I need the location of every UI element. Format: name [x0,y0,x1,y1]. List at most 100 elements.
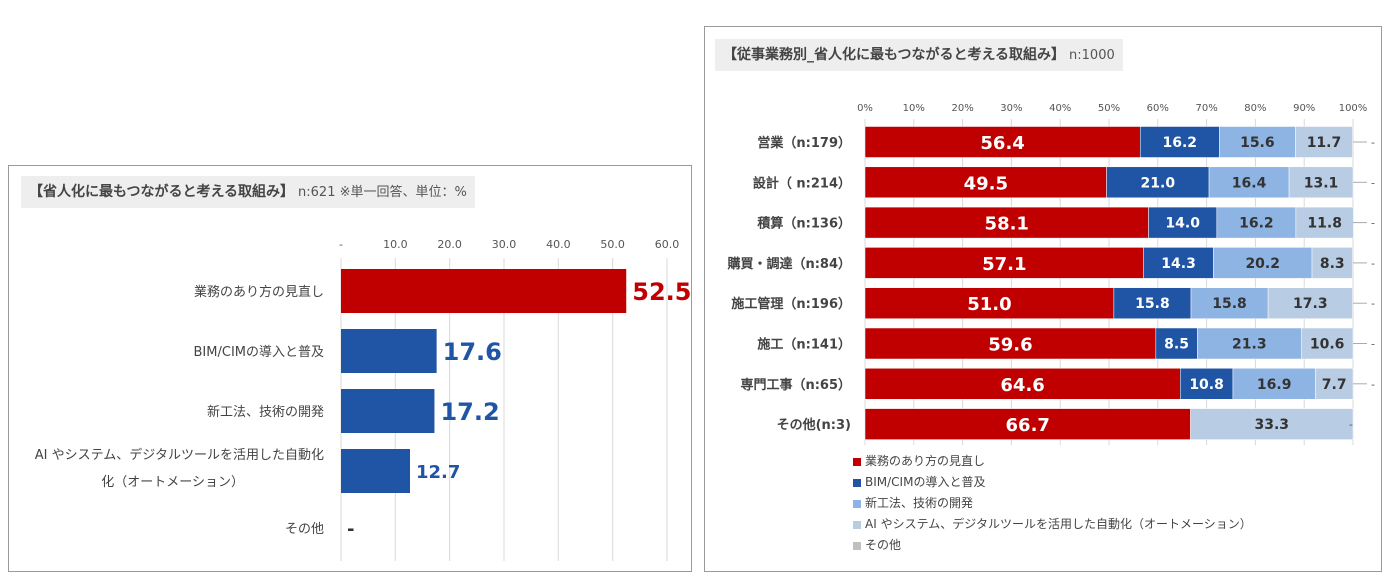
category-label: 積算（n:136） [756,216,851,232]
data-label: 10.8 [1189,377,1224,393]
data-label: 56.4 [980,133,1024,154]
data-label: 15.8 [1135,296,1170,312]
data-label: 66.7 [1006,415,1050,436]
data-label: 16.2 [1239,216,1274,232]
bar-segment [1295,126,1353,158]
other-value-label: - [1371,217,1375,230]
by-role-chart-title-box: 【従事業務別_省人化に最もつながると考える取組み】 n:1000 [715,39,1123,71]
data-label: 16.2 [1162,135,1197,151]
data-label: 33.3 [1254,417,1289,433]
category-label: 化（オートメーション） [101,475,244,490]
data-label: 52.5 [632,278,691,306]
data-label: - [347,519,354,540]
bar-segment [1208,166,1290,199]
legend-swatch [853,541,861,550]
data-label: 59.6 [988,335,1032,356]
by-role-chart-panel: 【従事業務別_省人化に最もつながると考える取組み】 n:1000 0% 10% 20%… [704,26,1382,572]
overall-bar-chart: - 10.0 20.0 30.0 40.0 50.0 60.0 業務のあり方の見直し 52.5 B… [35,238,691,561]
bar-segment [864,206,1149,239]
bar-segment [1301,327,1354,360]
category-label: 専門工事（n:65） [740,377,851,393]
bar-segment [1155,327,1198,360]
legend-label: その他 [865,538,902,552]
data-label: 15.8 [1212,296,1247,312]
overall-chart-panel: 【省人化に最もつながると考える取組み】 n:621 ※単一回答、単位：% - 10.… [8,165,692,572]
category-label: 新工法、技術の開発 [207,404,324,420]
data-label: 16.9 [1257,377,1292,393]
category-label: その他(n:3) [777,417,851,433]
bar-segment [1295,206,1354,239]
bar-segment [1190,408,1354,440]
category-label: 施工（n:141） [757,337,851,353]
data-label: 7.7 [1322,377,1347,393]
bar-segment [1267,287,1353,319]
data-label: 15.6 [1240,135,1275,151]
legend-label: 業務のあり方の見直し [865,454,986,468]
by-role-stacked-bar-chart: 0% 10% 20% 30% 40% 50% 60% 70% 80% 90% 100% 営業（n:17… [726,103,1375,445]
category-label: 業務のあり方の見直し [194,284,324,300]
category-label: BIM/CIMの導入と普及 [194,345,324,360]
overall-chart-title: 【省人化に最もつながると考える取組み】 [29,184,295,200]
x-tick-label: 40% [1049,103,1071,114]
bar-segment [1143,247,1214,279]
bar-segment [1190,287,1269,319]
other-value-label: - [1349,418,1353,431]
x-tick-label: 100% [1339,103,1368,114]
bar-segment [864,327,1157,360]
data-label: 20.2 [1245,256,1280,272]
bar-segment [1106,166,1210,199]
x-tick-label: 0% [857,103,873,114]
bar-segment [1288,166,1354,199]
data-label: 13.1 [1304,175,1339,191]
x-tick-label: 40.0 [546,238,571,251]
category-label: 設計（ n:214） [753,175,851,191]
data-label: 17.6 [443,338,502,366]
bar [341,329,437,373]
data-label: 17.2 [440,398,499,426]
data-label: 8.5 [1164,337,1189,353]
legend-item: 業務のあり方の見直し [853,451,1252,472]
x-tick-label: 20.0 [437,238,462,251]
data-label: 8.3 [1320,256,1345,272]
bar-segment [1219,126,1296,158]
by-role-chart-title: 【従事業務別_省人化に最もつながると考える取組み】 [723,47,1066,63]
bar-segment [1148,206,1218,239]
legend-label: 新工法、技術の開発 [865,496,974,510]
x-tick-label: 90% [1293,103,1315,114]
bar-segment [864,408,1191,440]
legend-item: AI やシステム、デジタルツールを活用した自動化（オートメーション） [853,514,1252,535]
x-tick-label: 60.0 [655,238,680,251]
legend: 業務のあり方の見直し BIM/CIMの導入と普及 新工法、技術の開発 AI やシステム… [853,451,1252,556]
data-label: 16.4 [1232,175,1267,191]
bar-segment [864,287,1115,319]
legend-item: 新工法、技術の開発 [853,493,1252,514]
bar-segment [1216,206,1297,239]
category-label: その他 [285,522,324,537]
x-tick-label: - [339,238,343,251]
data-label: 21.3 [1232,337,1267,353]
data-label: 17.3 [1293,296,1328,312]
other-value-label: - [1371,297,1375,310]
x-tick-label: 80% [1244,103,1266,114]
bar-segment [1311,247,1353,279]
data-label: 57.1 [982,254,1026,275]
overall-chart-subtitle: n:621 ※単一回答、単位：% [298,185,467,200]
x-tick-label: 70% [1195,103,1217,114]
x-tick-label: 30.0 [492,238,517,251]
data-label: 11.7 [1307,135,1342,151]
data-label: 12.7 [416,462,460,483]
category-label: 施工管理（n:196） [731,296,851,312]
bar [341,449,411,493]
bar-segment [864,126,1141,158]
data-label: 14.3 [1161,256,1196,272]
data-label: 21.0 [1141,175,1176,191]
legend-swatch [853,478,861,487]
bar-segment [1139,126,1220,158]
data-label: 58.1 [985,214,1029,235]
bar-segment [1113,287,1192,319]
bar [341,389,435,433]
legend-swatch [853,457,861,466]
bar-segment [864,368,1181,400]
x-tick-label: 50% [1098,103,1120,114]
data-label: 64.6 [1000,375,1044,396]
